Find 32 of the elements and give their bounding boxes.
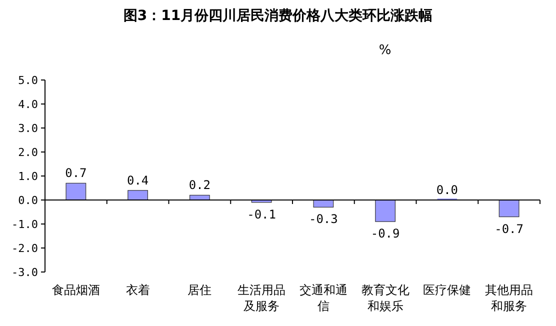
- y-tick-label: -2.0: [12, 242, 38, 255]
- data-label: -0.7: [494, 222, 524, 236]
- x-tick-label: 交通和通信: [299, 283, 348, 313]
- y-axis-title: %: [378, 43, 392, 58]
- x-tick-label: 衣着: [126, 283, 150, 297]
- y-tick-label: 0.0: [18, 194, 38, 207]
- y-tick-label: 3.0: [18, 122, 38, 135]
- x-tick-label: 医疗保健: [423, 283, 472, 297]
- x-tick-label: 其他用品和服务: [485, 283, 534, 313]
- y-tick-label: -3.0: [12, 266, 38, 279]
- y-tick-label: 5.0: [18, 74, 38, 87]
- y-tick-label: -1.0: [12, 218, 38, 231]
- data-label: -0.3: [308, 212, 338, 226]
- y-tick-label: 4.0: [18, 98, 38, 111]
- data-label: 0.0: [436, 183, 458, 197]
- data-label: -0.1: [247, 207, 276, 222]
- x-tick-label: 食品烟酒: [52, 283, 100, 297]
- x-tick-label: 生活用品及服务: [238, 283, 286, 313]
- data-label: -0.9: [370, 226, 400, 241]
- y-tick-label: 1.0: [18, 170, 38, 183]
- x-tick-label: 教育文化和娱乐: [361, 283, 410, 313]
- data-label: 0.4: [126, 173, 149, 188]
- bar: [66, 182, 86, 200]
- data-label: 0.2: [188, 178, 211, 192]
- y-tick-label: 2.0: [18, 146, 38, 159]
- x-tick-label: 居住: [188, 283, 212, 297]
- bar: [128, 190, 148, 200]
- data-label: 0.7: [65, 166, 87, 180]
- chart-title: 图3：11月份四川居民消费价格八大类环比涨跌幅: [123, 8, 433, 24]
- bar: [498, 200, 520, 218]
- bar: [313, 200, 334, 208]
- bar: [375, 200, 396, 222]
